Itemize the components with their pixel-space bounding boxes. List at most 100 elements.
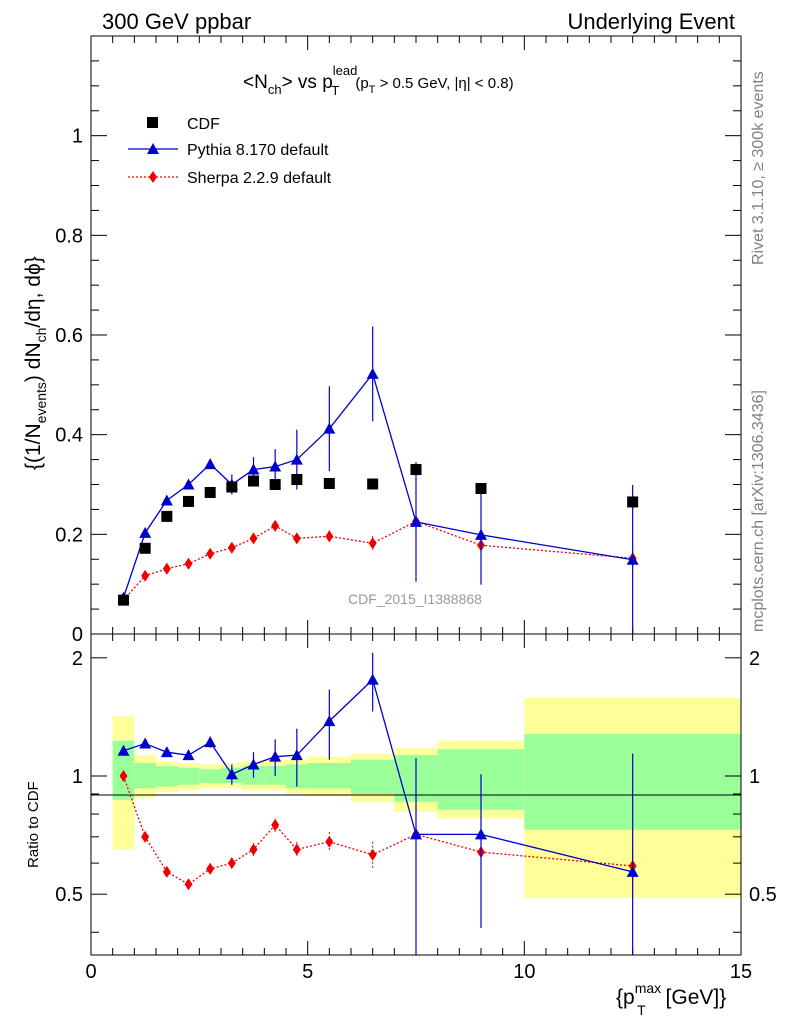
- ratio-pythia-point: [475, 828, 487, 840]
- ratio-y-tick-label-right: 1: [749, 766, 760, 788]
- sherpa-point: [368, 537, 377, 550]
- main-data-layer: [117, 326, 639, 634]
- x-tick-label: 0: [85, 961, 96, 983]
- sherpa-point: [162, 562, 171, 575]
- ratio-sherpa-line: [122, 775, 633, 886]
- header-right: Underlying Event: [567, 9, 735, 34]
- main-y-tick-label: 0.8: [55, 225, 83, 247]
- x-tick-label: 10: [513, 961, 535, 983]
- ratio-pythia-point: [182, 749, 195, 761]
- ratio-stat-band: [134, 762, 156, 789]
- cdf-point: [291, 474, 303, 486]
- sherpa-point: [206, 547, 215, 560]
- ratio-sherpa-point: [292, 843, 301, 856]
- cdf-point: [410, 464, 422, 476]
- main-y-tick-label: 0.2: [55, 524, 83, 546]
- chart-title: <Nch> vs plead T (pT > 0.5 GeV, |η| < 0.8): [243, 63, 514, 98]
- ratio-sherpa-point: [162, 865, 171, 878]
- main-panel: 0 0.2 0.4 0.6 0.8 1 <Nch> vs plead T (pT > 0.5 …: [55, 35, 742, 955]
- ratio-sherpa-point: [206, 862, 215, 875]
- legend-label-sherpa: Sherpa 2.2.9 default: [187, 170, 332, 187]
- pythia-point: [323, 422, 336, 434]
- cdf-point: [323, 478, 335, 490]
- ratio-stat-band: [199, 769, 221, 783]
- sherpa-point: [325, 530, 334, 543]
- ratio-panel: 0.5 0.5 1 1 2 2: [55, 633, 777, 956]
- ratio-pythia-point: [139, 737, 152, 749]
- x-axis-label: {pmax T [GeV]}: [616, 980, 726, 1018]
- ratio-data-layer: [117, 652, 639, 955]
- pythia-point: [204, 458, 217, 470]
- header-left: 300 GeV ppbar: [102, 9, 251, 34]
- ratio-sherpa-point: [325, 835, 334, 848]
- ratio-sherpa-point: [271, 819, 280, 832]
- legend-marker-cdf: [147, 117, 158, 128]
- cdf-point: [226, 481, 238, 493]
- main-y-tick-label: 1: [72, 126, 83, 148]
- ratio-stat-band: [351, 759, 395, 794]
- pythia-point: [410, 515, 422, 527]
- cdf-point: [269, 479, 281, 490]
- cdf-point: [475, 482, 487, 494]
- x-tick-labels: 0 5 10 15: [85, 961, 752, 983]
- pythia-point: [182, 478, 195, 490]
- ratio-sherpa-point: [141, 830, 150, 843]
- pythia-point: [475, 528, 487, 540]
- ratio-stat-band: [307, 762, 351, 789]
- pythia-point: [290, 453, 303, 465]
- ratio-stat-band: [156, 766, 178, 787]
- ratio-pythia-point: [160, 746, 173, 758]
- ratio-sherpa-point: [249, 843, 258, 856]
- cdf-point: [627, 496, 639, 508]
- cdf-point: [118, 594, 129, 606]
- ratio-y-tick-label-right: 2: [749, 648, 760, 670]
- cdf-point: [367, 478, 379, 490]
- ratio-pythia-point: [204, 736, 217, 748]
- sherpa-point: [141, 569, 150, 582]
- x-tick-label: 5: [302, 961, 313, 983]
- ratio-pythia-line: [123, 678, 633, 873]
- main-y-tick-label: 0.4: [55, 425, 83, 447]
- ratio-sherpa-point: [368, 848, 377, 861]
- ratio-pythia-point: [410, 828, 422, 840]
- main-y-tick-label: 0: [72, 624, 83, 646]
- cdf-point: [161, 510, 173, 522]
- legend-label-cdf: CDF: [187, 116, 220, 133]
- ratio-sherpa-point: [119, 770, 128, 783]
- pythia-point: [366, 367, 379, 379]
- main-y-tick-label: 0.6: [55, 325, 83, 347]
- ratio-pythia-point: [626, 865, 639, 877]
- sherpa-point: [292, 532, 301, 545]
- ratio-y-tick-label: 0.5: [55, 884, 83, 906]
- legend: CDF Pythia 8.170 default Sherpa 2.2.9 de…: [128, 116, 332, 187]
- ratio-y-tick-label: 2: [72, 648, 83, 670]
- main-axis-ticks: 0 0.2 0.4 0.6 0.8 1: [55, 35, 742, 955]
- cdf-point: [139, 542, 151, 554]
- ratio-sherpa-point: [227, 857, 236, 870]
- legend-marker-sherpa: [149, 171, 157, 183]
- main-ylabel: {(1/Nevents) dNch/dη, dϕ}: [22, 256, 49, 470]
- legend-label-pythia: Pythia 8.170 default: [187, 142, 329, 159]
- pythia-line: [122, 372, 633, 598]
- cdf-point: [248, 475, 259, 487]
- legend-marker-pythia: [147, 143, 159, 154]
- pythia-point: [139, 526, 152, 538]
- cdf-point: [204, 486, 216, 498]
- sherpa-point: [271, 519, 280, 532]
- ratio-stat-band: [177, 767, 200, 785]
- analysis-watermark: CDF_2015_I1388868: [348, 591, 482, 607]
- ratio-sherpa-point: [184, 878, 193, 891]
- ratio-uncertainty-bands: [112, 698, 741, 898]
- ratio-pythia-point: [225, 768, 238, 780]
- ratio-pythia-point: [247, 758, 260, 770]
- sherpa-point: [184, 557, 193, 570]
- sherpa-point: [227, 541, 236, 554]
- ratio-pythia-point: [366, 673, 379, 685]
- ratio-axis-ticks: 0.5 0.5 1 1 2 2: [55, 648, 777, 933]
- mcplots-label: mcplots.cern.ch [arXiv:1306.3436]: [750, 390, 767, 632]
- pythia-point: [247, 463, 260, 475]
- pythia-point: [626, 553, 639, 565]
- ratio-y-tick-label: 1: [72, 766, 83, 788]
- sherpa-point: [249, 532, 258, 545]
